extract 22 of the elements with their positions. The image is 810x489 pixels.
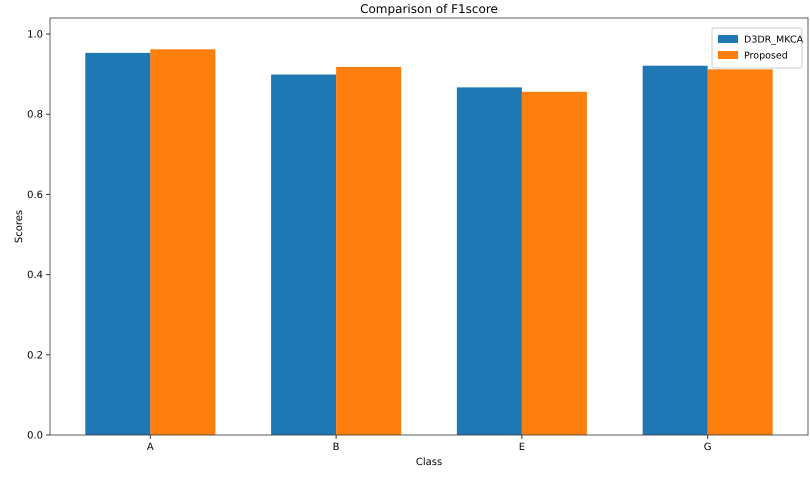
x-tick-label: A <box>146 442 154 453</box>
y-tick-label: 0.0 <box>27 430 43 442</box>
x-tick-label: G <box>704 442 712 453</box>
bar <box>642 66 708 435</box>
y-tick-label: 0.4 <box>27 270 43 282</box>
x-tick-label: B <box>332 442 340 453</box>
bar <box>271 74 336 435</box>
bar <box>85 52 150 435</box>
bar <box>336 66 402 435</box>
y-axis-title: Scores <box>14 210 25 244</box>
bar <box>522 92 587 435</box>
y-tick-label: 1.0 <box>27 30 43 41</box>
y-tick-label: 0.2 <box>27 350 43 362</box>
x-tick-label: E <box>518 442 526 453</box>
chart-title: Comparison of F1score <box>360 2 498 16</box>
legend-label: Proposed <box>744 50 788 62</box>
bar <box>456 87 522 435</box>
y-tick-label: 0.6 <box>27 190 43 201</box>
legend-label: D3DR_MKCA <box>744 34 804 46</box>
bar <box>150 49 216 435</box>
y-tick-label: 0.8 <box>27 110 43 121</box>
x-axis-title: Class <box>416 457 442 468</box>
